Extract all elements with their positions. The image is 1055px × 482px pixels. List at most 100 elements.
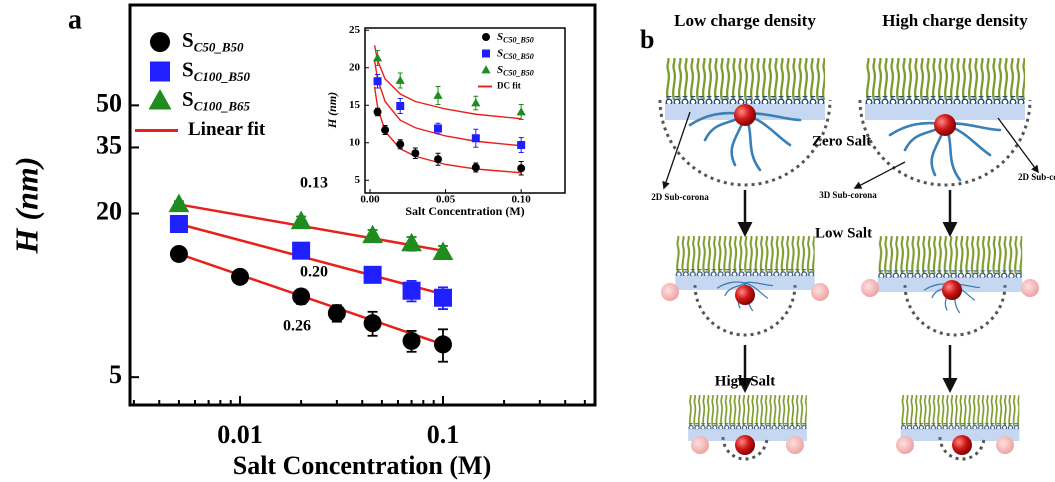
y-tick-label: 35 [96, 130, 122, 159]
point [434, 155, 443, 164]
x-axis-label: Salt Concentration (M) [405, 204, 524, 218]
legend-label: SC100_B50 [182, 57, 251, 83]
particle [735, 435, 755, 455]
slope-label: 0.13 [300, 175, 328, 192]
fit-line [178, 252, 444, 346]
legend-name: S [182, 57, 194, 81]
x-tick-label: 0.01 [217, 420, 263, 449]
point [292, 287, 311, 306]
point [401, 232, 422, 252]
point [362, 224, 383, 244]
fit-line [178, 222, 444, 296]
point [231, 267, 250, 286]
arrow [853, 161, 906, 189]
inset-chart: Salt Concentration (M) H (nm) 0.00 0.05 0.… [325, 24, 566, 218]
point [517, 164, 526, 173]
region-label: 3D Sub-corona [819, 190, 877, 200]
y-axis-label: H (nm) [8, 157, 44, 255]
region-label: 2D Sub-corona [1018, 172, 1055, 182]
y-tick-label: 5 [109, 360, 122, 389]
legend-label: DC fit [497, 81, 521, 91]
x-tick-label: 0.05 [436, 194, 456, 206]
fit-line [178, 203, 444, 252]
legend-marker [148, 89, 172, 110]
point [517, 141, 526, 149]
point [471, 134, 480, 143]
legend-subscript: C50_B50 [503, 52, 534, 61]
point [169, 244, 188, 263]
y-axis-label: H (nm) [325, 92, 339, 129]
region-label: 2D Sub-corona [651, 192, 709, 202]
legend-label: SC100_B65 [182, 87, 251, 113]
y-tick-label: 15 [349, 99, 361, 111]
slope-label: 0.20 [300, 264, 328, 281]
legend-label: SC50_B50 [182, 28, 244, 54]
point [327, 304, 346, 323]
point [169, 215, 188, 234]
particle [934, 114, 956, 136]
stage-label: Low Salt [815, 225, 872, 241]
point [363, 314, 382, 333]
x-tick-label: 0.10 [512, 194, 532, 206]
point [433, 335, 452, 354]
column-title: High charge density [882, 11, 1028, 30]
ion [1021, 279, 1039, 297]
point [373, 108, 382, 116]
brush-layer [688, 395, 807, 441]
legend-marker [150, 32, 170, 52]
stage-label: Zero Salt [812, 133, 871, 149]
corona-arc [658, 99, 832, 187]
legend-label: SC50_B50 [497, 31, 534, 45]
legend-label: Linear fit [188, 119, 266, 140]
legend-marker [150, 61, 170, 82]
corona-arc [721, 436, 769, 461]
particle [735, 285, 755, 305]
y-tick-label: 50 [96, 88, 122, 117]
legend-marker [482, 33, 490, 41]
point [396, 102, 405, 110]
brush-layer [675, 236, 815, 290]
point [381, 126, 390, 134]
particle [734, 104, 756, 126]
legend-name: S [182, 87, 194, 111]
legend-marker [481, 65, 491, 74]
point [402, 281, 421, 300]
legend-name: S [497, 64, 503, 76]
legend-name: S [182, 28, 194, 52]
point [411, 149, 420, 158]
x-tick-label: 0.1 [427, 420, 460, 449]
x-axis-label: Salt Concentration (M) [233, 451, 492, 480]
point [432, 241, 454, 260]
point [373, 77, 382, 86]
ion [861, 279, 879, 297]
point [433, 288, 452, 307]
brush-layer [900, 395, 1020, 441]
point [434, 124, 443, 133]
legend-marker [482, 49, 490, 58]
main-chart: a Salt Concentration (M) H (nm) 0.01 0.1 5… [8, 3, 597, 480]
legend-name: S [497, 47, 503, 59]
legend-label: SC50_B50 [497, 47, 534, 61]
point [168, 193, 190, 213]
corona-arc [903, 284, 1007, 337]
legend-subscript: C50_B50 [503, 68, 534, 77]
panel-label: b [640, 25, 654, 54]
column-title: Low charge density [674, 11, 816, 30]
point [290, 210, 312, 230]
corona-arc [693, 284, 797, 337]
point [396, 140, 405, 149]
y-tick-label: 25 [349, 24, 361, 36]
particle [952, 435, 972, 455]
ion [786, 436, 804, 454]
point [471, 163, 480, 172]
legend-subscript: C50_B50 [503, 35, 534, 44]
panel-label: a [68, 4, 82, 35]
particle [942, 280, 962, 300]
legend-subscript: C100_B50 [194, 69, 251, 84]
ion [996, 436, 1014, 454]
point [402, 331, 421, 350]
legend-subscript: C100_B65 [194, 98, 251, 113]
y-tick-label: 20 [96, 196, 122, 225]
corona-arc [858, 99, 1032, 187]
